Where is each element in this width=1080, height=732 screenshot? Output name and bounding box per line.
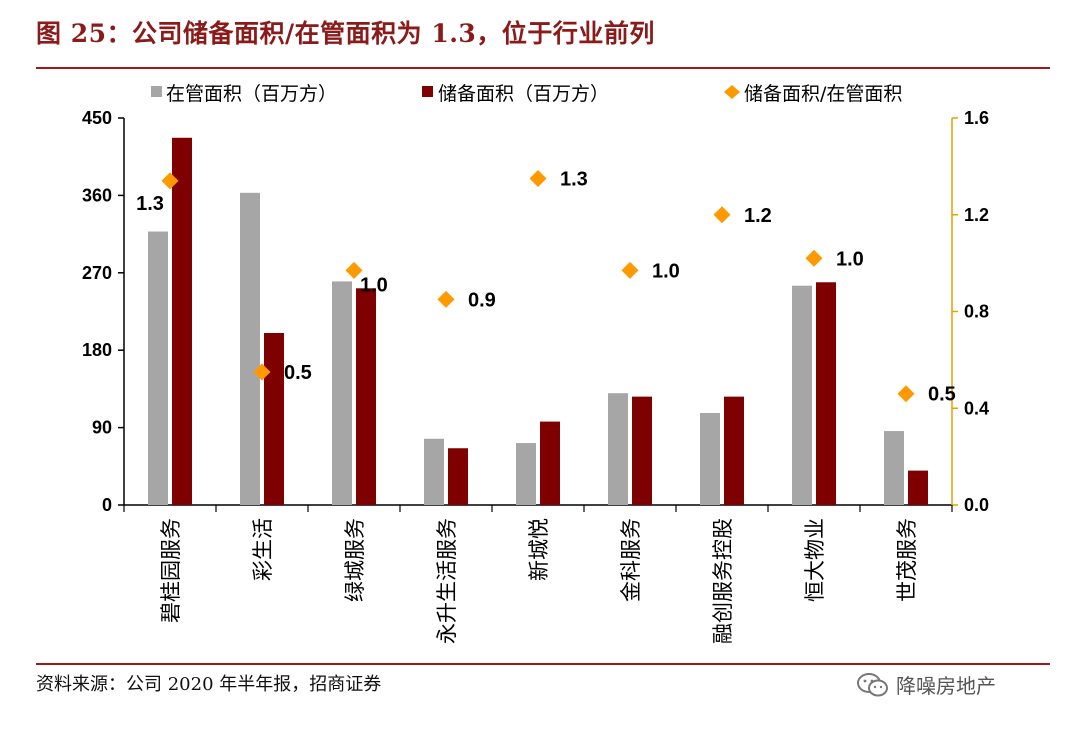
category-label-text: 碧桂园服务 [159,518,183,623]
legend-label-reserve: 储备面积（百万方） [438,83,609,105]
category-label: 碧桂园服务 [159,518,183,623]
legend-swatch-ratio [724,85,740,99]
legend-swatch-managed [151,86,162,97]
title-divider [36,67,1050,69]
ratio-point [437,290,455,308]
ratio-points: 1.3 0.5 1.0 0.9 1.3 1.0 1.2 1.0 0.5 [136,168,956,405]
ratio-point [713,206,731,224]
source-note: 资料来源：公司 2020 年半年报，招商证券 [36,674,382,695]
ratio-point [529,169,547,187]
bar-reserve [172,137,192,505]
category-label-text: 新城悦 [527,518,551,581]
category-label-text: 融创服务控股 [711,518,735,644]
right-tick-label: 0.0 [964,495,989,515]
bar-managed [332,281,352,505]
bars [148,137,928,505]
bar-reserve [724,396,744,505]
bar-managed [700,412,720,505]
category-label-text: 恒大物业 [803,518,827,602]
ratio-data-label: 1.3 [560,168,588,190]
chart-title: 图 25：公司储备面积/在管面积为 1.3，位于行业前列 [36,19,655,48]
bar-managed [148,231,168,505]
right-tick-label: 0.4 [964,398,989,418]
bar-managed [240,192,260,505]
category-label: 新城悦 [527,518,551,581]
ratio-data-label: 1.0 [652,260,680,282]
category-label: 恒大物业 [803,518,827,602]
footer-divider [36,663,1050,665]
ratio-data-label: 1.3 [136,193,164,215]
ratio-point [161,172,179,190]
category-label-text: 绿城服务 [343,518,367,602]
legend-swatch-reserve [422,86,433,97]
legend-label-managed: 在管面积（百万方） [166,83,337,105]
right-tick-label: 1.6 [964,108,989,128]
ratio-point [805,249,823,267]
ratio-data-label: 1.2 [744,205,772,227]
watermark: 降噪房地产 [856,670,996,699]
left-tick-label: 270 [82,263,112,283]
right-tick-label: 0.8 [964,302,989,322]
ratio-point [345,261,363,279]
left-tick-label: 0 [102,495,112,515]
category-label-text: 彩生活 [251,518,275,581]
bar-managed [884,431,904,505]
right-tick-label: 1.2 [964,205,989,225]
bar-managed [516,443,536,505]
ratio-data-label: 0.5 [284,362,312,384]
bar-managed [792,285,812,505]
ratio-data-label: 1.0 [836,248,864,270]
category-label-text: 世茂服务 [895,518,919,602]
ratio-point [897,385,915,403]
category-label-text: 永升生活服务 [435,518,459,644]
category-label: 融创服务控股 [711,518,735,644]
bar-reserve [908,470,928,505]
ratio-data-label: 0.5 [928,384,956,406]
category-label: 世茂服务 [895,518,919,602]
wechat-icon [857,672,888,696]
bar-reserve [816,282,836,505]
ratio-data-label: 0.9 [468,289,496,311]
bar-reserve [540,421,560,505]
category-label: 彩生活 [251,518,275,581]
bar-managed [608,393,628,505]
legend: 在管面积（百万方） 储备面积（百万方） 储备面积/在管面积 [151,83,902,105]
left-tick-label: 180 [82,340,112,360]
category-label: 永升生活服务 [435,518,459,644]
bar-reserve [356,288,376,505]
category-label: 绿城服务 [343,518,367,602]
axes: 0 90 180 270 360 450 0.0 0.4 0.8 1.2 1.6 [82,108,989,515]
bar-reserve [264,333,284,505]
ratio-point [253,363,271,381]
legend-label-ratio: 储备面积/在管面积 [744,83,902,105]
ratio-data-label: 1.0 [360,274,388,296]
left-tick-label: 450 [82,108,112,128]
category-labels: 碧桂园服务 彩生活 绿城服务 永升生活服务 新城悦 金科服务 融创服务控股 恒大物业 世茂服务 [159,518,919,644]
category-label: 金科服务 [619,518,643,602]
watermark-text: 降噪房地产 [896,674,996,698]
bar-managed [424,438,444,505]
left-tick-label: 90 [92,418,112,438]
bar-reserve [632,396,652,505]
left-tick-label: 360 [82,185,112,205]
category-label-text: 金科服务 [619,518,643,602]
bar-reserve [448,448,468,505]
ratio-point [621,261,639,279]
